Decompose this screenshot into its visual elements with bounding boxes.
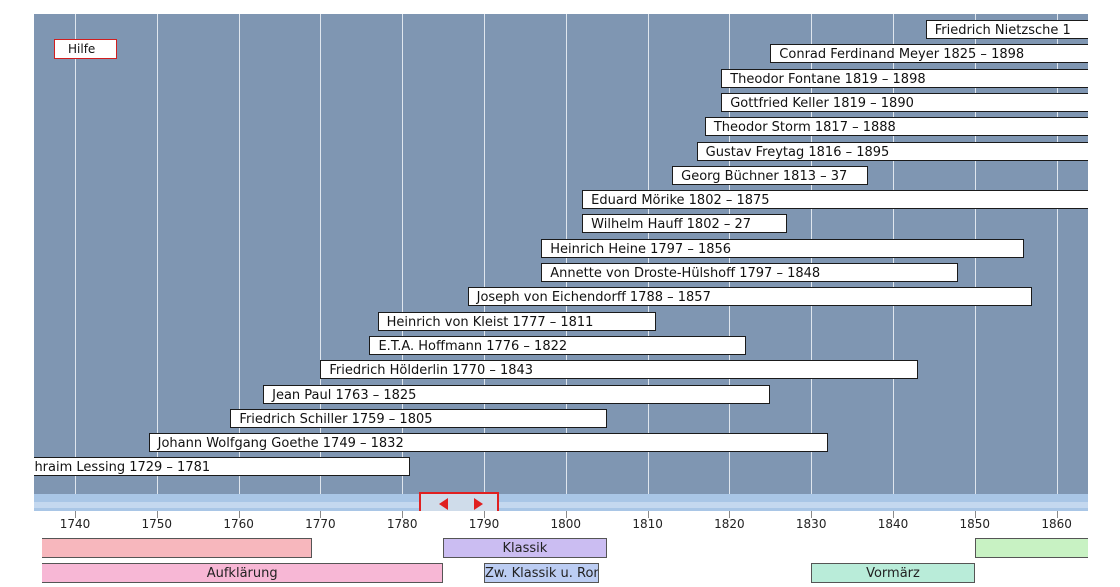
- epoch-band[interactable]: Zw. Klassik u. Romantik: [484, 563, 599, 583]
- arrow-left-icon[interactable]: [438, 498, 448, 510]
- author-bar[interactable]: Annette von Droste-Hülshoff 1797 – 1848: [541, 263, 959, 282]
- arrow-right-icon[interactable]: [473, 498, 483, 510]
- axis-tick: [974, 511, 976, 518]
- author-bar[interactable]: E.T.A. Hoffmann 1776 – 1822: [369, 335, 746, 355]
- scroll-handle[interactable]: [418, 492, 499, 511]
- author-bar[interactable]: Friedrich Hölderlin 1770 – 1843: [320, 360, 918, 380]
- author-bar[interactable]: Friedrich Nietzsche 1: [925, 20, 1088, 39]
- author-bar[interactable]: Gottfried Keller 1819 – 1890: [721, 92, 1088, 112]
- axis-tick-label: 1840: [877, 517, 909, 531]
- axis-tick-label: 1790: [468, 517, 500, 531]
- axis-tick: [1056, 511, 1058, 518]
- epoch-band[interactable]: [42, 538, 313, 558]
- gridline: [75, 14, 76, 511]
- author-bar[interactable]: old Ephraim Lessing 1729 – 1781: [34, 457, 411, 477]
- author-bar[interactable]: Theodor Storm 1817 – 1888: [704, 117, 1088, 137]
- timeline-area[interactable]: Friedrich Nietzsche 1 Conrad Ferdinand Me…: [34, 14, 1088, 511]
- axis-tick-label: 1850: [959, 517, 991, 531]
- author-bar[interactable]: Georg Büchner 1813 – 37: [672, 165, 869, 185]
- author-bar[interactable]: Joseph von Eichendorff 1788 – 1857: [467, 287, 1033, 307]
- gridline: [729, 14, 731, 511]
- axis-tick: [729, 511, 731, 518]
- epoch-band[interactable]: Aufklärung: [42, 563, 444, 583]
- axis-tick-label: 1820: [714, 517, 745, 531]
- axis-tick-label: 1860: [1041, 517, 1072, 531]
- axis-tick-label: 1770: [305, 517, 336, 531]
- author-bar[interactable]: Gustav Freytag 1816 – 1895: [696, 141, 1088, 161]
- axis-tick-label: 1750: [141, 517, 173, 531]
- timeline-scrollbar[interactable]: [34, 494, 1088, 511]
- gridline: [974, 14, 976, 511]
- author-bar[interactable]: Conrad Ferdinand Meyer 1825 – 1898: [770, 44, 1088, 64]
- axis-tick-label: 1830: [795, 517, 827, 531]
- epoch-band[interactable]: Klassik: [443, 538, 607, 558]
- author-bar[interactable]: Wilhelm Hauff 1802 – 27: [582, 214, 787, 234]
- axis-tick: [647, 511, 649, 518]
- axis-tick-label: 1800: [550, 517, 582, 531]
- scrollbar-stripe: [34, 502, 1088, 508]
- gridline: [565, 14, 567, 511]
- axis-tick: [320, 511, 322, 518]
- gridline: [238, 14, 240, 511]
- author-bar[interactable]: Friedrich Schiller 1759 – 1805: [230, 408, 607, 428]
- gridline: [320, 14, 322, 511]
- epoch-band[interactable]: Vormärz: [811, 563, 975, 583]
- axis-tick: [893, 511, 894, 518]
- axis-tick-label: 1810: [632, 517, 663, 531]
- gridline: [1056, 14, 1058, 511]
- gridline: [647, 14, 649, 511]
- axis-tick: [75, 511, 76, 518]
- author-bar[interactable]: Jean Paul 1763 – 1825: [263, 384, 771, 404]
- axis-tick-label: 1780: [386, 517, 418, 531]
- axis-tick: [238, 511, 240, 518]
- author-bar[interactable]: Heinrich von Kleist 1777 – 1811: [377, 311, 656, 331]
- axis-tick-label: 1740: [59, 517, 91, 531]
- axis-tick-label: 1760: [223, 517, 254, 531]
- year-axis: 1740 1750 1760 1770 1780 1790 1800 1810 1820 1830…: [34, 511, 1088, 537]
- help-button[interactable]: Hilfe: [54, 39, 117, 59]
- axis-tick: [402, 511, 404, 518]
- author-bar[interactable]: Theodor Fontane 1819 – 1898: [721, 68, 1088, 88]
- axis-tick: [484, 511, 485, 518]
- axis-tick: [156, 511, 158, 518]
- epoch-band[interactable]: [974, 538, 1088, 558]
- gridline: [811, 14, 813, 511]
- author-bar[interactable]: Johann Wolfgang Goethe 1749 – 1832: [148, 433, 828, 453]
- gridline: [156, 14, 158, 511]
- gridline: [402, 14, 404, 511]
- gridline: [893, 14, 894, 511]
- axis-tick: [565, 511, 567, 518]
- author-bar[interactable]: Heinrich Heine 1797 – 1856: [541, 238, 1024, 258]
- author-bar[interactable]: Eduard Mörike 1802 – 1875: [582, 190, 1088, 210]
- axis-tick: [811, 511, 813, 518]
- gridline: [484, 14, 485, 511]
